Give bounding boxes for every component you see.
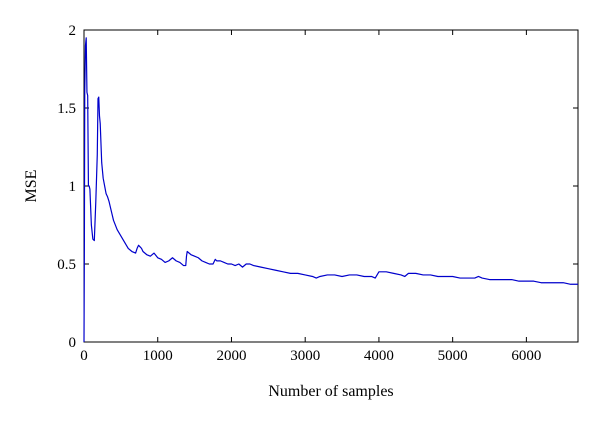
y-axis-title: MSE — [23, 170, 40, 203]
x-tick-label: 2000 — [216, 348, 246, 364]
axis-tick-labels: 0 1000 2000 3000 4000 5000 6000 0 0.5 1 1.5 2 — [57, 23, 541, 364]
y-tick-label: 1.5 — [57, 101, 76, 117]
x-tick-label: 3000 — [290, 348, 320, 364]
y-tick-label: 0 — [69, 335, 77, 351]
x-tick-label: 1000 — [143, 348, 173, 364]
series-group — [83, 37, 578, 343]
y-tick-label: 0.5 — [57, 257, 76, 273]
x-tick-label: 4000 — [364, 348, 394, 364]
x-tick-label: 5000 — [438, 348, 468, 364]
series-line-0 — [83, 37, 578, 343]
y-tick-label: 2 — [69, 23, 77, 39]
y-tick-label: 1 — [69, 179, 77, 195]
x-axis-title: Number of samples — [268, 383, 393, 400]
x-tick-label: 0 — [80, 348, 88, 364]
x-tick-label: 6000 — [511, 348, 541, 364]
